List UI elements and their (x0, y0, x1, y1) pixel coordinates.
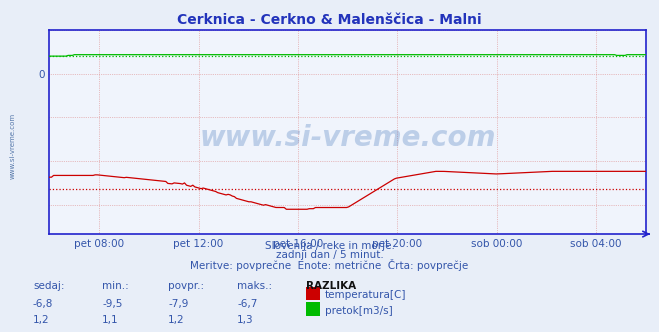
Text: maks.:: maks.: (237, 281, 272, 290)
Text: 1,2: 1,2 (168, 315, 185, 325)
Text: -7,9: -7,9 (168, 299, 188, 309)
Text: -6,8: -6,8 (33, 299, 53, 309)
Text: pretok[m3/s]: pretok[m3/s] (325, 306, 393, 316)
Text: Cerknica - Cerkno & Malenščica - Malni: Cerknica - Cerkno & Malenščica - Malni (177, 13, 482, 27)
Text: -6,7: -6,7 (237, 299, 258, 309)
Text: 1,1: 1,1 (102, 315, 119, 325)
Text: RAZLIKA: RAZLIKA (306, 281, 357, 290)
Text: Slovenija / reke in morje.: Slovenija / reke in morje. (264, 241, 395, 251)
Text: temperatura[C]: temperatura[C] (325, 290, 407, 300)
Text: zadnji dan / 5 minut.: zadnji dan / 5 minut. (275, 250, 384, 260)
Text: 1,3: 1,3 (237, 315, 254, 325)
Text: www.si-vreme.com: www.si-vreme.com (9, 113, 15, 179)
Text: min.:: min.: (102, 281, 129, 290)
Text: Meritve: povprečne  Enote: metrične  Črta: povprečje: Meritve: povprečne Enote: metrične Črta:… (190, 259, 469, 271)
Text: 1,2: 1,2 (33, 315, 49, 325)
Text: povpr.:: povpr.: (168, 281, 204, 290)
Text: -9,5: -9,5 (102, 299, 123, 309)
Text: www.si-vreme.com: www.si-vreme.com (200, 124, 496, 152)
Text: sedaj:: sedaj: (33, 281, 65, 290)
